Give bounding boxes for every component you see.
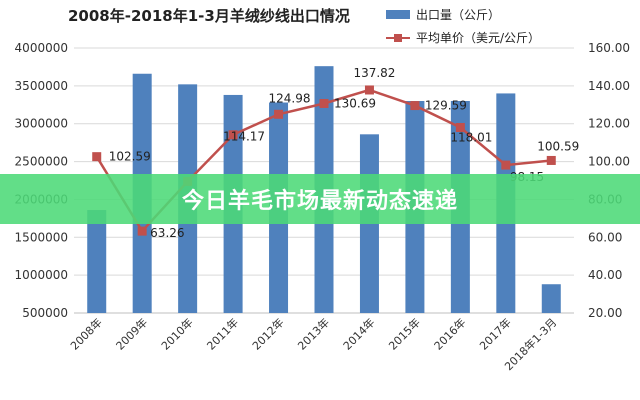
legend-swatch-bar [386,10,410,19]
chart-title: 2008年-2018年1-3月羊绒纱线出口情况 [68,7,350,25]
x-tick-label: 2008年 [67,315,104,352]
x-tick-label: 2015年 [386,315,423,352]
price-data-label: 100.59 [537,139,579,153]
legend-label-price: 平均单价（美元/公斤） [416,31,540,45]
price-marker [410,101,420,111]
right-tick-label: 120.00 [588,117,630,131]
bar [87,210,107,313]
bar [541,284,561,313]
left-tick-label: 3500000 [15,79,68,93]
price-marker [274,109,284,119]
price-data-label: 129.59 [425,99,467,113]
x-tick-label: 2013年 [295,315,332,352]
headline-text: 今日羊毛市场最新动态速递 [181,189,458,214]
left-tick-label: 4000000 [15,41,68,55]
left-tick-label: 500000 [22,306,68,320]
x-tick-label: 2009年 [113,315,150,352]
price-marker [501,160,511,170]
x-tick-label: 2011年 [204,315,241,352]
right-tick-label: 40.00 [588,268,622,282]
price-marker [364,85,374,95]
left-tick-label: 2500000 [15,155,68,169]
left-tick-label: 3000000 [15,117,68,131]
price-marker [92,152,102,162]
price-marker [546,155,556,165]
right-tick-label: 20.00 [588,306,622,320]
legend-swatch-marker [394,34,402,42]
right-tick-label: 140.00 [588,79,630,93]
headline-banner: 今日羊毛市场最新动态速递 [0,174,640,224]
line-series: 102.59 63.26 114.17 124.98 130.69 137.82 129.5… [92,66,579,240]
legend-label-volume: 出口量（公斤） [416,8,500,22]
price-marker [228,130,238,140]
price-data-label: 137.82 [353,66,395,80]
x-tick-label: 2016年 [431,315,468,352]
x-tick-label: 2017年 [476,315,513,352]
x-tick-label: 2012年 [249,315,286,352]
price-data-label: 102.59 [109,150,151,164]
legend: 出口量（公斤） 平均单价（美元/公斤） [386,8,540,45]
price-data-label: 118.01 [450,130,492,144]
right-tick-label: 160.00 [588,41,630,55]
right-tick-label: 100.00 [588,155,630,169]
price-marker [137,226,147,236]
left-tick-label: 1500000 [15,230,68,244]
price-data-label: 63.26 [150,226,184,240]
price-data-label: 130.69 [334,96,376,110]
x-tick-label: 2014年 [340,315,377,352]
price-marker [455,122,465,132]
price-marker [319,98,329,108]
right-tick-label: 60.00 [588,230,622,244]
x-tick-label: 2010年 [158,315,195,352]
x-axis-ticks: 2008年 2009年 2010年 2011年 2012年 2013年 2014年 2015年… [67,315,559,373]
left-tick-label: 1000000 [15,268,68,282]
price-data-label: 114.17 [223,130,265,144]
price-data-label: 124.98 [269,91,311,105]
